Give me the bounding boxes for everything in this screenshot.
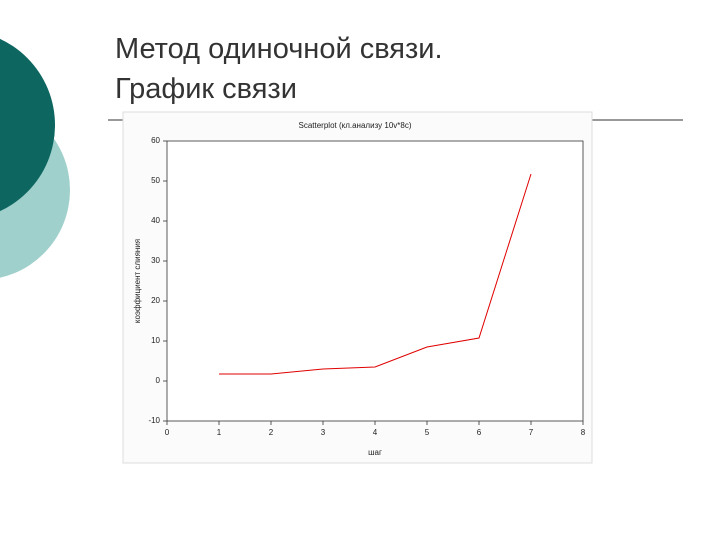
plot-area	[166, 140, 584, 422]
y-tick-label: 60	[151, 136, 160, 145]
chart-title: Scatterplot (кл.анализу 10v*8c)	[299, 121, 412, 130]
x-tick-label: 1	[217, 428, 222, 437]
decor-circle	[0, 38, 55, 212]
x-tick-label: 4	[373, 428, 378, 437]
y-tick-label: 40	[151, 216, 160, 225]
x-tick-label: 3	[321, 428, 326, 437]
x-tick-label: 2	[269, 428, 274, 437]
y-tick-label: 20	[151, 296, 160, 305]
x-tick-label: 7	[529, 428, 534, 437]
series-line	[219, 173, 532, 375]
x-tick-label: 0	[165, 428, 170, 437]
slide-title: Метод одиночной связи.	[115, 33, 443, 65]
y-tick-label: 50	[151, 176, 160, 185]
x-tick-label: 5	[425, 428, 430, 437]
y-tick-label: 10	[151, 336, 160, 345]
y-tick-label: 30	[151, 256, 160, 265]
y-axis-label: коэффициент слияния	[133, 239, 142, 323]
x-axis-label: шаг	[368, 448, 382, 457]
slide-title: График связи	[115, 73, 297, 105]
y-tick-label: 0	[156, 376, 161, 385]
x-tick-label: 8	[581, 428, 586, 437]
x-tick-label: 6	[477, 428, 482, 437]
y-tick-label: -10	[148, 416, 160, 425]
